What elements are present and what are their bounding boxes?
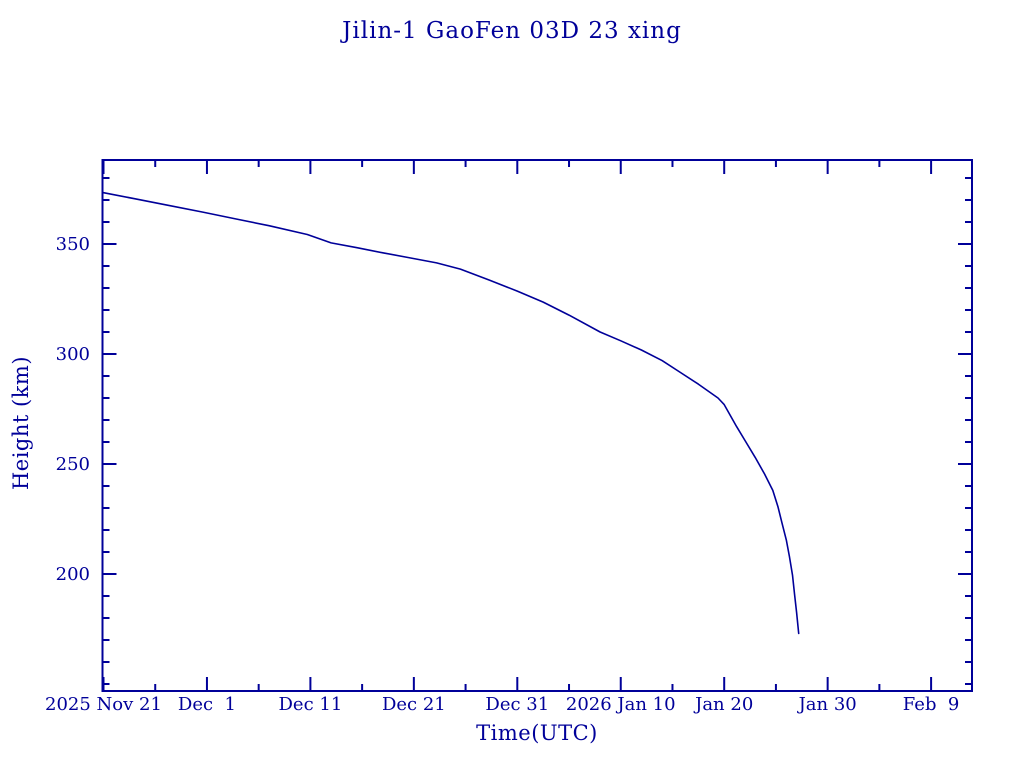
- x-tick-label: 2025 Nov 21: [45, 694, 162, 715]
- x-tick-label: Dec 1: [178, 694, 236, 715]
- y-tick-label: 350: [56, 234, 90, 255]
- y-tick-label: 200: [56, 564, 90, 585]
- y-tick-label: 250: [56, 454, 90, 475]
- chart-title: Jilin-1 GaoFen 03D 23 xing: [342, 18, 682, 44]
- x-tick-label: Dec 31: [485, 694, 549, 715]
- decay-curve: [102, 191, 800, 635]
- x-tick-label: Jan 20: [693, 694, 753, 715]
- x-tick-label: Dec 11: [279, 694, 343, 715]
- x-tick-label: 2026 Jan 10: [566, 694, 676, 715]
- y-tick-label: 300: [56, 344, 90, 365]
- x-axis-title: Time(UTC): [476, 721, 598, 745]
- x-tick-label: Jan 30: [797, 694, 857, 715]
- x-tick-label: Feb 9: [903, 694, 960, 715]
- y-axis-title: Height (km): [9, 355, 33, 491]
- plot-frame: [101, 159, 973, 692]
- x-tick-label: Dec 21: [382, 694, 446, 715]
